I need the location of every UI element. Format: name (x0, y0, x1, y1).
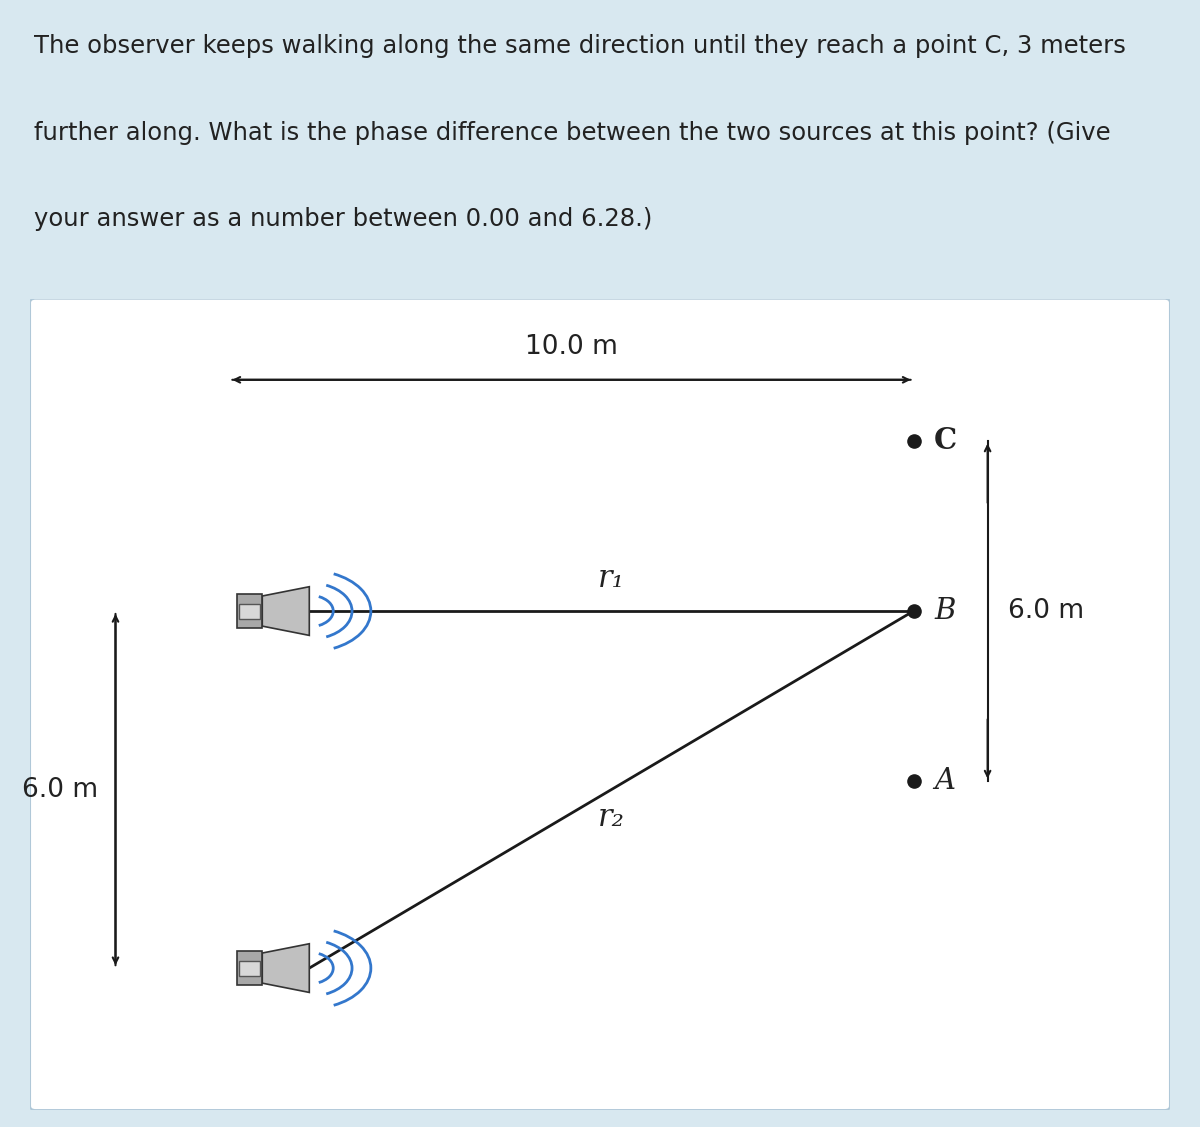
Polygon shape (263, 587, 310, 636)
Text: r₂: r₂ (598, 802, 625, 834)
Polygon shape (239, 604, 260, 619)
Text: further along. What is the phase difference between the two sources at this poin: further along. What is the phase differe… (34, 121, 1110, 144)
Point (904, 772, 923, 790)
Text: your answer as a number between 0.00 and 6.28.): your answer as a number between 0.00 and… (34, 207, 652, 231)
Text: 10.0 m: 10.0 m (526, 334, 618, 360)
Text: A: A (934, 767, 955, 796)
Polygon shape (236, 951, 263, 985)
Text: 6.0 m: 6.0 m (1008, 598, 1085, 624)
Text: 6.0 m: 6.0 m (23, 777, 98, 802)
Point (904, 432, 923, 450)
Text: r₁: r₁ (598, 564, 625, 594)
Text: C: C (934, 426, 958, 455)
Text: B: B (934, 597, 955, 625)
Polygon shape (236, 594, 263, 628)
Text: The observer keeps walking along the same direction until they reach a point C, : The observer keeps walking along the sam… (34, 35, 1126, 59)
Polygon shape (239, 960, 260, 976)
Point (904, 602, 923, 620)
FancyBboxPatch shape (30, 299, 1170, 1110)
Polygon shape (263, 943, 310, 993)
